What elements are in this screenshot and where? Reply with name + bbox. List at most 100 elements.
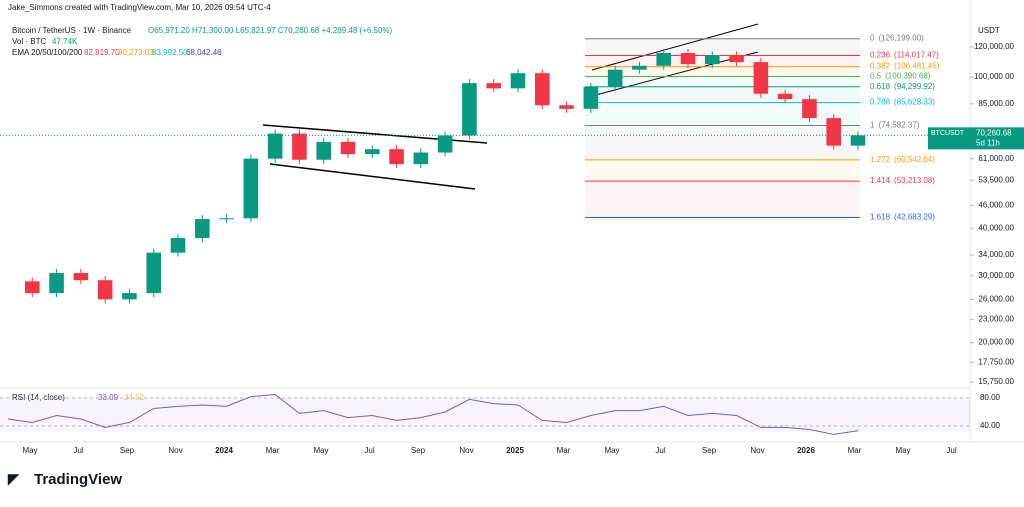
candle xyxy=(705,55,720,65)
fib-level: 1.272 xyxy=(870,155,891,164)
fib-level: 1 xyxy=(870,121,875,130)
fib-level: 0.382 xyxy=(870,62,891,71)
price-tick-label: 46,000.00 xyxy=(978,200,1014,209)
time-tick-label: 2026 xyxy=(797,446,815,455)
time-tick-label: Sep xyxy=(411,446,426,455)
fib-band xyxy=(585,66,860,77)
candle xyxy=(365,149,380,155)
price-tick-label: 26,000.00 xyxy=(978,294,1014,303)
fib-band xyxy=(585,86,860,103)
price-tick-label: 120,000.00 xyxy=(974,42,1015,51)
vol-label: Vol · BTC xyxy=(12,37,46,46)
candle xyxy=(219,218,234,220)
candle xyxy=(486,83,501,89)
fib-label: 1.272 (60,542.64) xyxy=(870,155,935,164)
fib-level: 1.618 xyxy=(870,213,891,222)
candle xyxy=(777,93,793,100)
fib-price: (94,299.92) xyxy=(894,82,935,91)
vol-value: 47.74K xyxy=(52,37,78,46)
fib-label: 1.414 (53,213.08) xyxy=(870,176,935,185)
price-tick-label: 17,750.00 xyxy=(978,357,1014,366)
price-tick-label: 85,000.00 xyxy=(978,99,1014,108)
fib-price: (42,683.29) xyxy=(894,213,935,222)
price-tick-label: 53,500.00 xyxy=(978,175,1014,184)
candle xyxy=(850,135,866,146)
time-tick-label: Nov xyxy=(750,446,764,455)
rsi-band xyxy=(0,398,970,432)
time-tick-label: Jul xyxy=(946,446,956,455)
candle xyxy=(389,149,404,165)
price-tag xyxy=(928,127,1024,150)
time-tick-label: 2024 xyxy=(215,446,233,455)
fib-label: 0 (126,199.00) xyxy=(870,34,924,43)
fib-label: 0.382 (106,481.45) xyxy=(870,62,940,71)
fib-label: 0.5 (100,390.68) xyxy=(870,72,931,81)
time-tick-label: Mar xyxy=(266,446,280,455)
candle xyxy=(73,273,89,281)
time-tick-label: 2025 xyxy=(506,446,524,455)
time-tick-label: Jul xyxy=(655,446,665,455)
ema-value: 68,042.46 xyxy=(186,48,222,57)
fib-label: 1.618 (42,683.29) xyxy=(870,213,935,222)
candle xyxy=(510,73,526,89)
fib-label: 0.236 (114,017.47) xyxy=(870,51,939,60)
price-unit: USDT xyxy=(978,26,1000,35)
candle xyxy=(802,99,817,119)
fib-level: 0 xyxy=(870,34,875,43)
price-tick-label: 23,000.00 xyxy=(978,315,1014,324)
candle xyxy=(195,219,210,239)
symbol: Bitcoin / TetherUS · 1W · Binance xyxy=(12,26,132,35)
price-tick-label: 20,000.00 xyxy=(978,338,1014,347)
price-tag-symbol: BTCUSDT xyxy=(931,130,965,137)
logo: TradingView xyxy=(34,471,122,488)
candle xyxy=(267,133,283,159)
candle xyxy=(680,53,696,65)
fib-level: 1.414 xyxy=(870,176,891,185)
fib-level: 0.618 xyxy=(870,82,891,91)
rsi-line xyxy=(7,393,859,435)
candle xyxy=(753,62,769,94)
fib-band xyxy=(585,181,860,218)
time-tick-label: Mar xyxy=(848,446,862,455)
fib-level: 0.5 xyxy=(870,72,882,81)
time-tick-label: Nov xyxy=(168,446,182,455)
time-tick-label: Jul xyxy=(73,446,83,455)
rsi-tick-label: 40.00 xyxy=(980,421,1001,430)
fib-band xyxy=(585,102,860,126)
fib-level: 0.236 xyxy=(870,51,891,60)
candle xyxy=(729,55,744,63)
price-tag-countdown: 5d 11h xyxy=(976,138,1000,147)
candle xyxy=(292,133,307,160)
fib-price: (85,628.33) xyxy=(894,98,935,107)
ema-value: 90,273.03 xyxy=(118,48,154,57)
candle xyxy=(122,293,137,300)
candle xyxy=(656,53,671,66)
trendline xyxy=(591,23,759,71)
candle xyxy=(559,105,574,109)
price-tag-value: 70,260.68 xyxy=(976,128,1012,137)
time-tick-label: May xyxy=(313,446,328,455)
fib-price: (126,199.00) xyxy=(878,34,924,43)
fib-price: (114,017.47) xyxy=(894,51,939,60)
candle xyxy=(583,86,599,109)
rsi-tick-label: 80.00 xyxy=(980,393,1001,402)
candle xyxy=(316,141,331,160)
price-tick-label: 40,000.00 xyxy=(978,223,1014,232)
fib-price: (60,542.64) xyxy=(894,155,935,164)
price-tick-label: 30,000.00 xyxy=(978,271,1014,280)
candle xyxy=(243,158,259,219)
time-tick-label: Jul xyxy=(364,446,374,455)
fib-band xyxy=(585,159,860,182)
time-tick-label: May xyxy=(22,446,37,455)
ohlc: O65,971.20 H71,300.00 L65,821.97 C70,260… xyxy=(148,26,393,35)
time-tick-label: Nov xyxy=(459,446,473,455)
candle xyxy=(97,280,113,300)
fib-price: (106,481.45) xyxy=(894,62,940,71)
ema-label: EMA 20/50/100/200 xyxy=(12,48,83,57)
time-tick-label: May xyxy=(895,446,910,455)
fib-price: (100,390.68) xyxy=(885,72,931,81)
price-tick-label: 100,000.00 xyxy=(974,72,1015,81)
candle xyxy=(607,69,623,87)
time-tick-label: Sep xyxy=(120,446,135,455)
